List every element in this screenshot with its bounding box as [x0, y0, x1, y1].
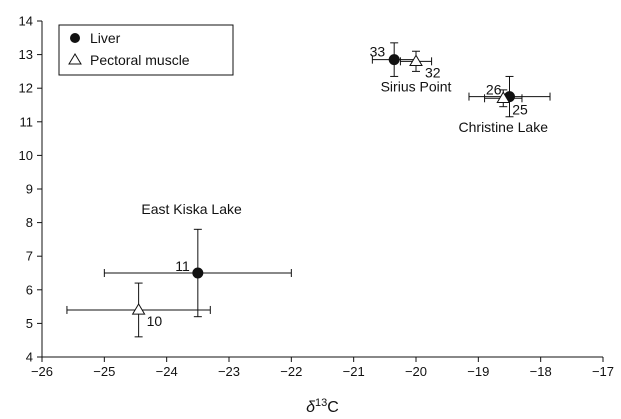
liver-point	[388, 54, 400, 66]
y-tick-label: 11	[20, 114, 34, 129]
site-annotations: Sirius Point Christine Lake East Kiska Lak…	[141, 79, 548, 218]
site-label: East Kiska Lake	[141, 201, 242, 217]
site-label: Christine Lake	[459, 119, 549, 135]
y-tick-label: 5	[26, 316, 33, 331]
legend-box	[58, 24, 234, 76]
sample-size-label: 26	[486, 82, 502, 98]
pectoral-muscle-point	[409, 54, 423, 67]
pectoral-muscle-point	[496, 91, 511, 103]
y-tick-label: 13	[19, 47, 33, 62]
data-marks	[66, 42, 551, 338]
x-tick-label: −24	[156, 364, 178, 379]
sample-size-label: 33	[370, 44, 386, 60]
pectoral-muscle-point	[131, 302, 146, 315]
x-tick-label: −23	[218, 364, 240, 379]
sample-size-label: 25	[512, 101, 528, 117]
x-tick-label: −26	[31, 364, 53, 379]
x-tick-label: −25	[93, 364, 115, 379]
liver-point	[192, 267, 204, 279]
legend-label: Liver	[90, 30, 121, 46]
y-tick-label: 12	[19, 81, 33, 96]
x-tick-label: −20	[405, 364, 427, 379]
x-tick-label: −22	[280, 364, 302, 379]
legend-liver-icon	[70, 33, 80, 43]
site-label: Sirius Point	[381, 79, 452, 95]
y-tick-label: 9	[26, 182, 33, 197]
y-tick-label: 14	[19, 14, 33, 29]
legend-label: Pectoral muscle	[90, 52, 190, 68]
tick-group: −26 −25 −24 −23 −22 −21 −20 −19 −18 −17 4 5 6 7 8 9 10 11…	[19, 14, 615, 380]
x-tick-label: −17	[592, 364, 614, 379]
sample-size-label: 11	[175, 258, 190, 274]
y-tick-label: 6	[26, 282, 33, 297]
x-tick-label: −18	[530, 364, 552, 379]
sample-size-label: 32	[425, 64, 441, 80]
point-labels: 33 26 11 32 25 10	[147, 44, 528, 329]
sample-size-label: 10	[147, 313, 163, 329]
y-tick-label: 4	[26, 350, 33, 365]
y-tick-label: 7	[26, 249, 33, 264]
x-tick-label: −19	[467, 364, 489, 379]
x-tick-label: −21	[343, 364, 365, 379]
legend-pectoral-icon	[68, 53, 82, 65]
y-tick-label: 10	[19, 148, 33, 163]
x-axis-label: δ13C	[306, 397, 339, 416]
legend: Liver Pectoral muscle	[58, 24, 234, 76]
y-tick-label: 8	[26, 215, 33, 230]
